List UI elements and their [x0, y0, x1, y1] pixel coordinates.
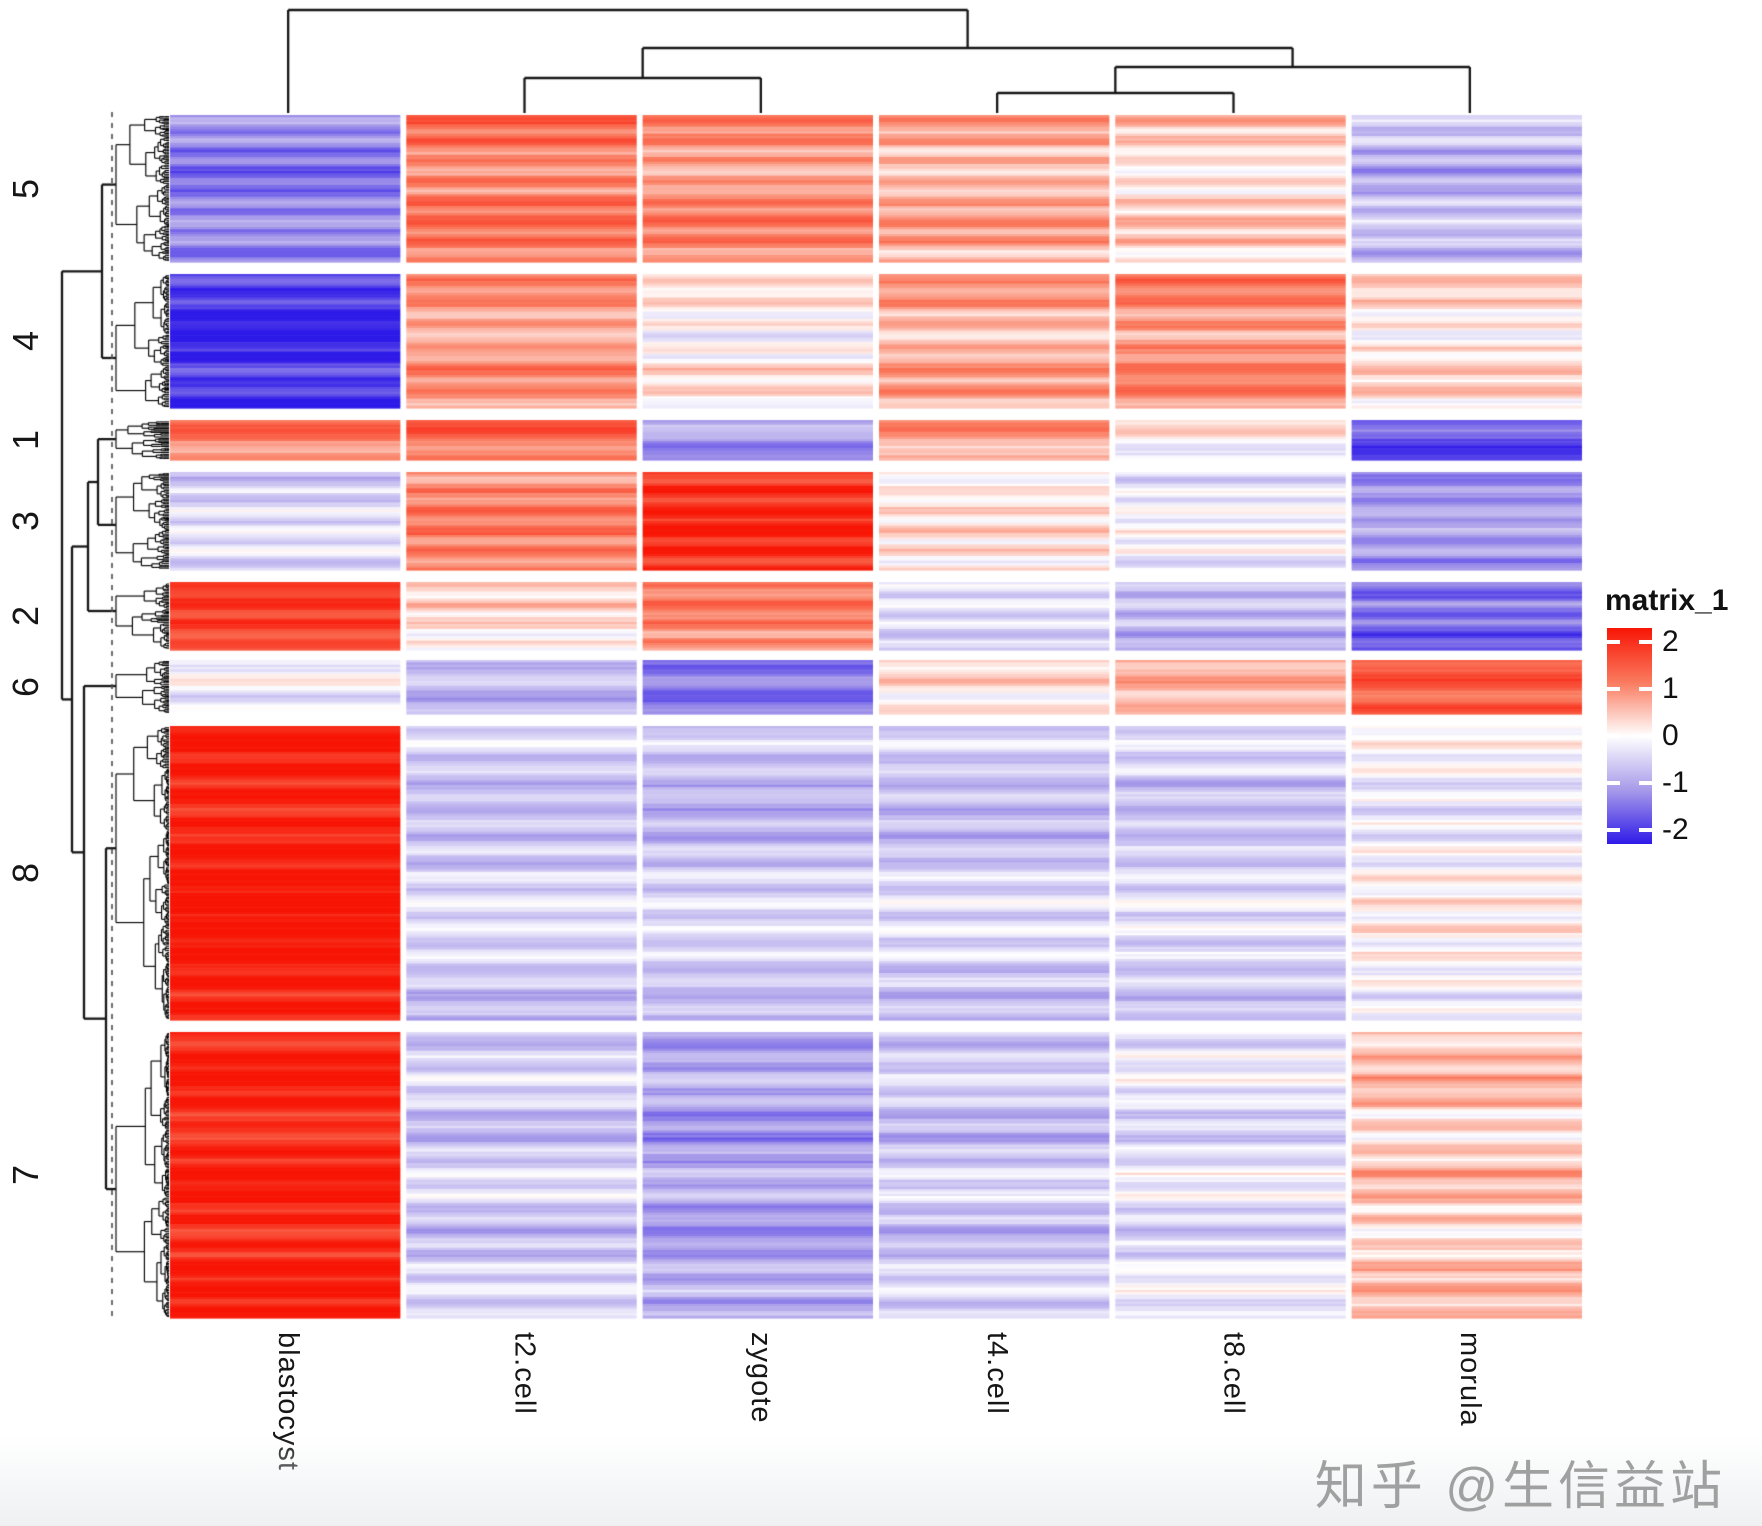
legend-tick-label-2: 2: [1662, 625, 1679, 658]
row-cluster-label-5: 5: [5, 178, 46, 199]
row-cluster-label-2: 2: [5, 605, 46, 627]
column-label-morula: morula: [1453, 1332, 1486, 1427]
row-cluster-label-7: 7: [5, 1164, 46, 1186]
column-label-blastocyst: blastocyst: [272, 1332, 305, 1471]
legend-tick-label-0: 0: [1662, 719, 1679, 752]
legend-tick-mark: [1607, 828, 1620, 832]
legend-tick-mark: [1639, 687, 1652, 691]
legend-tick-label-1: 1: [1662, 672, 1679, 705]
row-cluster-label-6: 6: [5, 676, 46, 698]
legend-tick-mark: [1639, 734, 1652, 738]
legend-tick-label--2: -2: [1662, 813, 1689, 846]
legend-tick-mark: [1607, 781, 1620, 785]
legend-tick-mark: [1607, 687, 1620, 691]
column-label-t8-cell: t8.cell: [1217, 1332, 1250, 1415]
legend-tick-label--1: -1: [1662, 766, 1689, 799]
legend-title: matrix_1: [1605, 584, 1729, 617]
row-cluster-label-8: 8: [5, 862, 46, 884]
row-cluster-label-1: 1: [5, 429, 46, 451]
legend-tick-mark: [1639, 828, 1652, 832]
watermark: 知乎 @生信益站: [1314, 1458, 1726, 1516]
legend-tick-mark: [1607, 734, 1620, 738]
legend-tick-mark: [1607, 640, 1620, 644]
column-label-t2-cell: t2.cell: [508, 1332, 541, 1415]
row-cluster-label-4: 4: [5, 330, 46, 352]
legend-tick-mark: [1639, 640, 1652, 644]
column-label-zygote: zygote: [744, 1332, 777, 1424]
row-cluster-label-3: 3: [5, 510, 46, 532]
column-label-t4-cell: t4.cell: [981, 1332, 1014, 1415]
legend-tick-mark: [1639, 781, 1652, 785]
